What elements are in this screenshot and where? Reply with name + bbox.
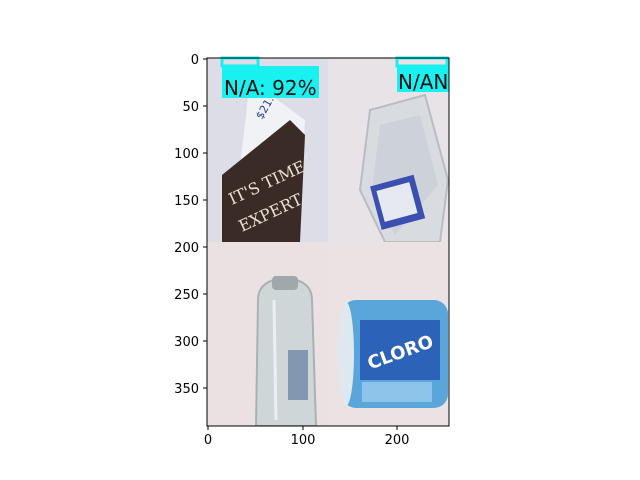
axes-frame [206,57,450,427]
y-axis: 0 50 100 150 200 250 300 350 [174,53,207,397]
tile-bottom-right-wipes: CLORO [328,242,449,426]
x-tick-label: 100 [291,433,316,448]
tile-top-right-container [328,58,449,242]
y-tick-label: 250 [174,288,199,303]
x-axis: 0 100 200 [204,426,410,448]
y-tick-label: 0 [191,53,199,68]
y-tick-label: 200 [174,241,199,256]
y-tick-label: 100 [174,147,199,162]
y-tick-label: 300 [174,335,199,350]
x-tick-label: 200 [385,433,410,448]
y-tick-label: 150 [174,194,199,209]
y-tick-label: 50 [182,100,199,115]
y-tick-label: 350 [174,382,199,397]
x-tick-label: 0 [204,433,212,448]
detection-label-2: N/AN [398,70,448,94]
tile-bottom-left-bottle [207,242,328,426]
detection-label-1: N/A: 92% [224,76,317,100]
detection-box-1: N/A: 92% [220,56,319,100]
detection-box-2: N/AN [395,56,449,94]
